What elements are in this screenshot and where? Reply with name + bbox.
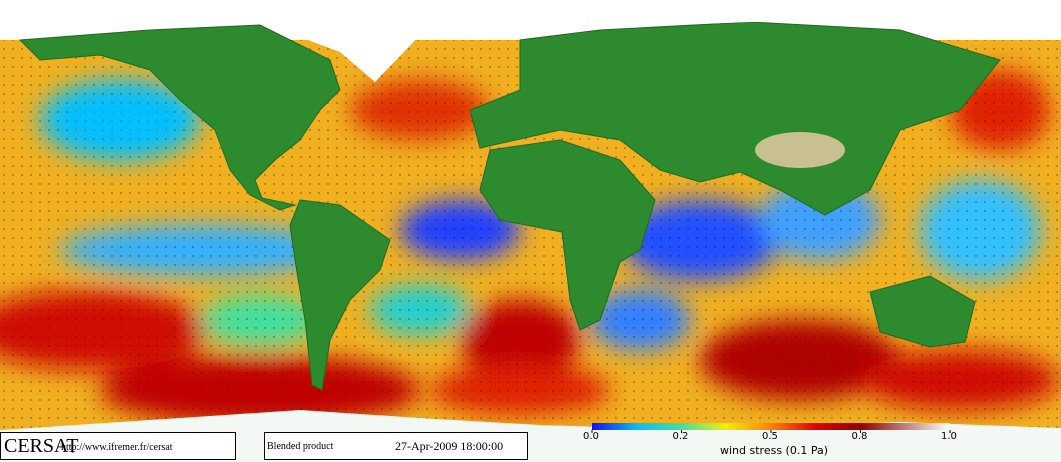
info-box: Blended product 27-Apr-2009 18:00:00	[264, 432, 528, 460]
logo: CERSAT	[4, 435, 79, 457]
land	[18, 21, 1001, 391]
product: Blended product	[267, 441, 334, 452]
timestamp: 27-Apr-2009 18:00:00	[395, 439, 504, 453]
colorbar-tick-label: 0.0	[583, 431, 599, 442]
colorbar	[592, 423, 950, 430]
logo-box: CERSAT http://www.ifremer.fr/cersat	[0, 432, 236, 460]
colorbar-tick-label: 0.5	[762, 431, 778, 442]
colorbar-tick-label: 1.0	[941, 431, 957, 442]
plateau	[755, 132, 845, 168]
url[interactable]: http://www.ifremer.fr/cersat	[61, 442, 173, 453]
colorbar-tick-label: 0.2	[672, 431, 689, 442]
greenland	[260, 12, 425, 82]
colorbar-label: wind stress (0.1 Pa)	[720, 444, 829, 457]
arctic	[0, 0, 1061, 35]
colorbar-tick-label: 0.8	[851, 431, 868, 442]
